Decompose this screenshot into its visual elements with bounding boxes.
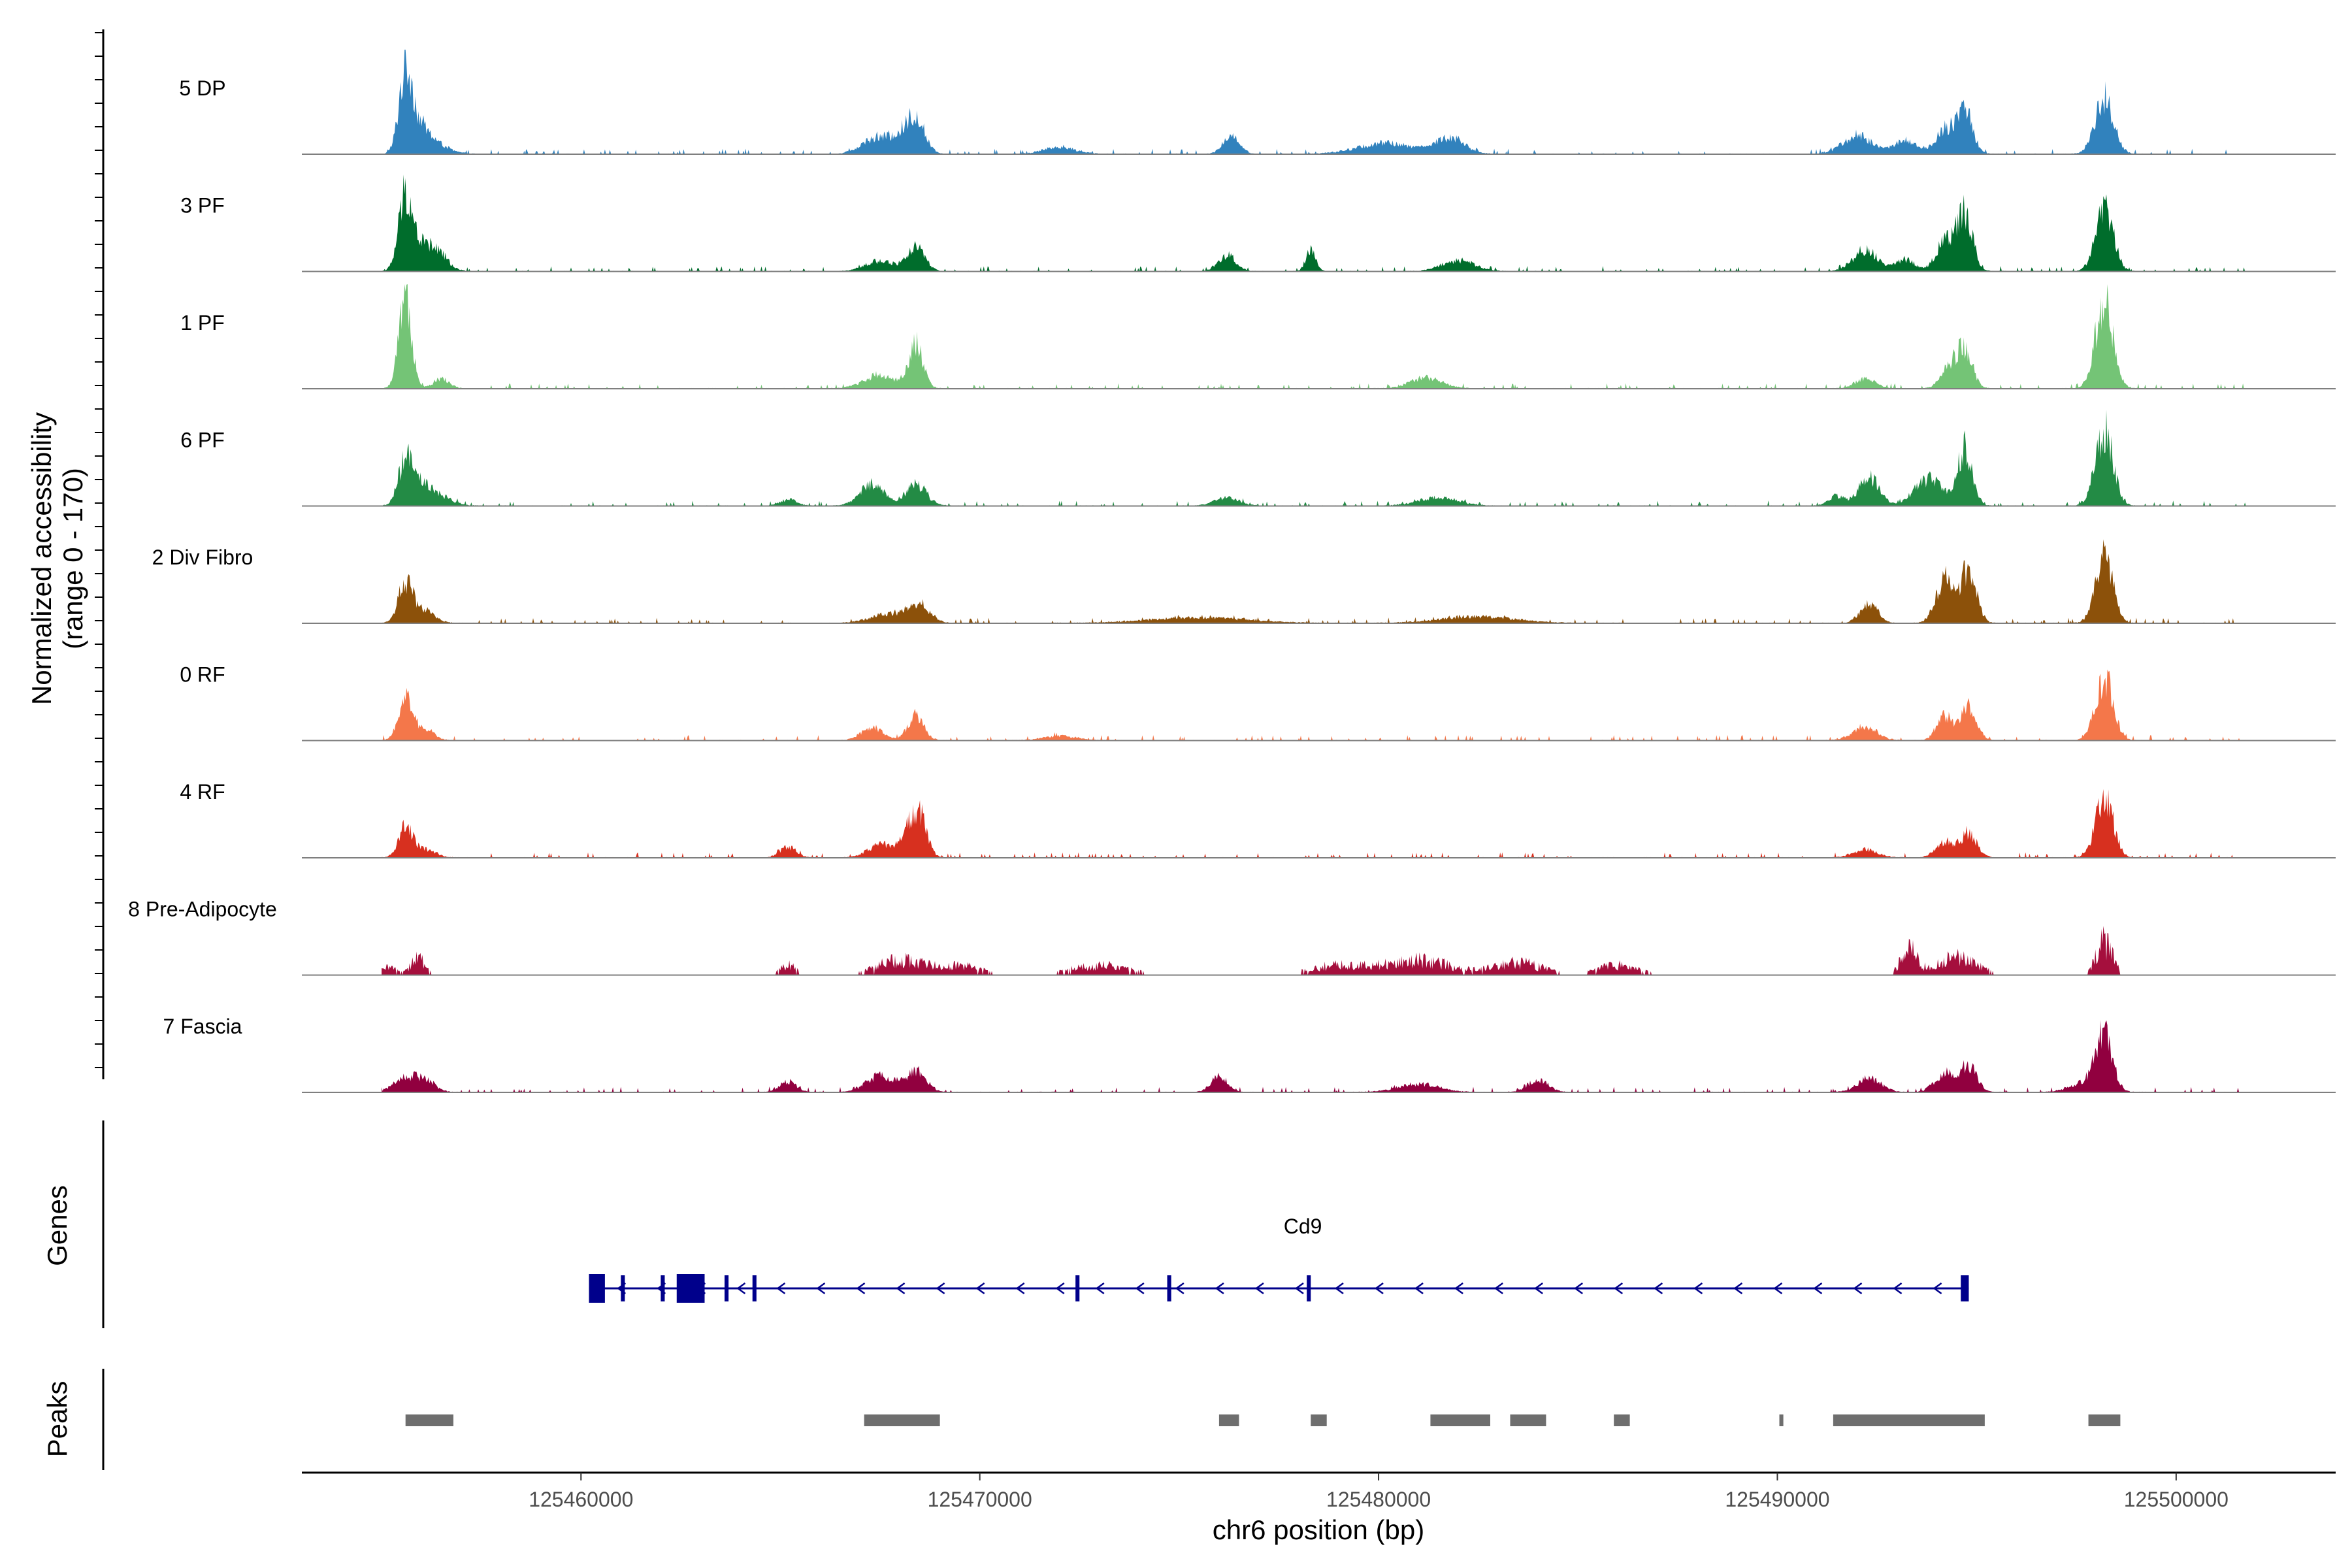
peak-region xyxy=(1779,1414,1784,1426)
strand-chevron xyxy=(856,1282,866,1295)
strand-chevron xyxy=(1414,1282,1424,1295)
gene-exon xyxy=(621,1275,625,1301)
track-1-pf: 1 PF xyxy=(180,284,2336,389)
strand-chevron xyxy=(1135,1282,1145,1295)
coverage-tracks: 5 DP 3 PF 1 PF 6 PF 2 Div Fibro 0 RF 4 RF 8 Pre… xyxy=(128,50,2336,1093)
x-tick-label: 125460000 xyxy=(529,1488,633,1511)
track-0-rf: 0 RF xyxy=(180,663,2336,742)
track-3-pf: 3 PF xyxy=(180,174,2336,272)
track-label-2-div-fibro: 2 Div Fibro xyxy=(152,546,253,569)
peak-region xyxy=(1218,1414,1239,1426)
coverage-area-0-rf xyxy=(382,669,2248,741)
track-label-6-pf: 6 PF xyxy=(180,429,225,452)
coverage-area-7-fascia xyxy=(382,1020,2248,1092)
peak-region xyxy=(1510,1414,1546,1426)
strand-chevron xyxy=(896,1282,906,1295)
strand-chevron xyxy=(975,1282,985,1295)
coverage-area-5-dp xyxy=(382,50,2248,154)
gene-exon xyxy=(752,1275,757,1301)
gene-label-cd9: Cd9 xyxy=(1284,1215,1322,1238)
peak-region xyxy=(405,1414,453,1426)
peak-region xyxy=(864,1414,940,1426)
strand-chevron xyxy=(1494,1282,1503,1295)
gene-exon xyxy=(661,1275,665,1301)
gene-exon xyxy=(1167,1275,1171,1301)
coverage-area-8-pre-adipocyte xyxy=(382,926,2248,975)
y-axis-title: Normalized accessibility xyxy=(26,412,57,705)
track-label-7-fascia: 7 Fascia xyxy=(163,1015,242,1038)
x-tick-label: 125490000 xyxy=(1725,1488,1829,1511)
strand-chevron xyxy=(1454,1282,1463,1295)
strand-chevron xyxy=(1614,1282,1624,1295)
strand-chevron xyxy=(1254,1282,1264,1295)
strand-chevron xyxy=(1574,1282,1583,1295)
strand-chevron xyxy=(1215,1282,1224,1295)
track-4-rf: 4 RF xyxy=(180,780,2336,858)
gene-exon xyxy=(1075,1275,1080,1301)
strand-chevron xyxy=(1773,1282,1783,1295)
gene-exon xyxy=(1307,1275,1311,1301)
track-8-pre-adipocyte: 8 Pre-Adipocyte xyxy=(128,898,2336,976)
strand-chevron xyxy=(1693,1282,1703,1295)
strand-chevron xyxy=(1334,1282,1344,1295)
gene-track xyxy=(589,1274,1969,1303)
x-tick-label: 125470000 xyxy=(928,1488,1032,1511)
coverage-area-1-pf xyxy=(382,284,2248,389)
strand-chevron xyxy=(1733,1282,1743,1295)
strand-chevron xyxy=(1933,1282,1942,1295)
strand-chevron xyxy=(776,1282,786,1295)
peak-region xyxy=(1430,1414,1490,1426)
peak-region xyxy=(1311,1414,1327,1426)
track-label-8-pre-adipocyte: 8 Pre-Adipocyte xyxy=(128,898,277,921)
track-label-3-pf: 3 PF xyxy=(180,194,225,218)
gene-exon xyxy=(725,1275,729,1301)
y-axis-range-label: (range 0 - 170) xyxy=(57,468,88,649)
strand-chevron xyxy=(1853,1282,1863,1295)
track-5-dp: 5 DP xyxy=(179,50,2336,155)
gene-exon xyxy=(1961,1275,1969,1301)
coverage-area-4-rf xyxy=(382,789,2248,858)
peak-region xyxy=(1833,1414,1985,1426)
x-tick-label: 125500000 xyxy=(2124,1488,2229,1511)
strand-chevron xyxy=(736,1282,746,1295)
track-7-fascia: 7 Fascia xyxy=(163,1015,2336,1093)
y-axis-ticks xyxy=(95,32,103,1068)
strand-chevron xyxy=(1095,1282,1105,1295)
track-label-0-rf: 0 RF xyxy=(180,663,225,687)
track-2-div-fibro: 2 Div Fibro xyxy=(152,539,2336,624)
strand-chevron xyxy=(1015,1282,1025,1295)
coverage-area-2-div-fibro xyxy=(382,539,2248,623)
strand-chevron xyxy=(816,1282,826,1295)
gene-exon xyxy=(676,1274,705,1303)
coverage-area-6-pf xyxy=(382,410,2248,506)
strand-chevron xyxy=(1813,1282,1823,1295)
strand-chevron xyxy=(1175,1282,1184,1295)
strand-chevron xyxy=(1055,1282,1065,1295)
strand-chevron xyxy=(1893,1282,1903,1295)
track-label-5-dp: 5 DP xyxy=(179,76,225,100)
strand-chevron xyxy=(1654,1282,1663,1295)
strand-chevron xyxy=(936,1282,945,1295)
coverage-area-3-pf xyxy=(382,174,2248,272)
x-axis-ticks: 125460000 125470000 125480000 125490000 1255… xyxy=(529,1473,2229,1511)
x-axis-title: chr6 position (bp) xyxy=(1213,1514,1425,1545)
gene-exon xyxy=(589,1274,605,1303)
peaks-panel-title: Peaks xyxy=(42,1381,73,1458)
track-label-1-pf: 1 PF xyxy=(180,311,225,335)
x-tick-label: 125480000 xyxy=(1326,1488,1431,1511)
strand-chevron xyxy=(1534,1282,1543,1295)
peak-region xyxy=(2088,1414,2121,1426)
track-6-pf: 6 PF xyxy=(180,410,2336,507)
strand-chevron xyxy=(1374,1282,1384,1295)
genes-panel-title: Genes xyxy=(42,1185,73,1266)
track-label-4-rf: 4 RF xyxy=(180,780,225,804)
strand-chevron xyxy=(1294,1282,1304,1295)
peak-region xyxy=(1614,1414,1630,1426)
peak-regions xyxy=(405,1414,2121,1426)
